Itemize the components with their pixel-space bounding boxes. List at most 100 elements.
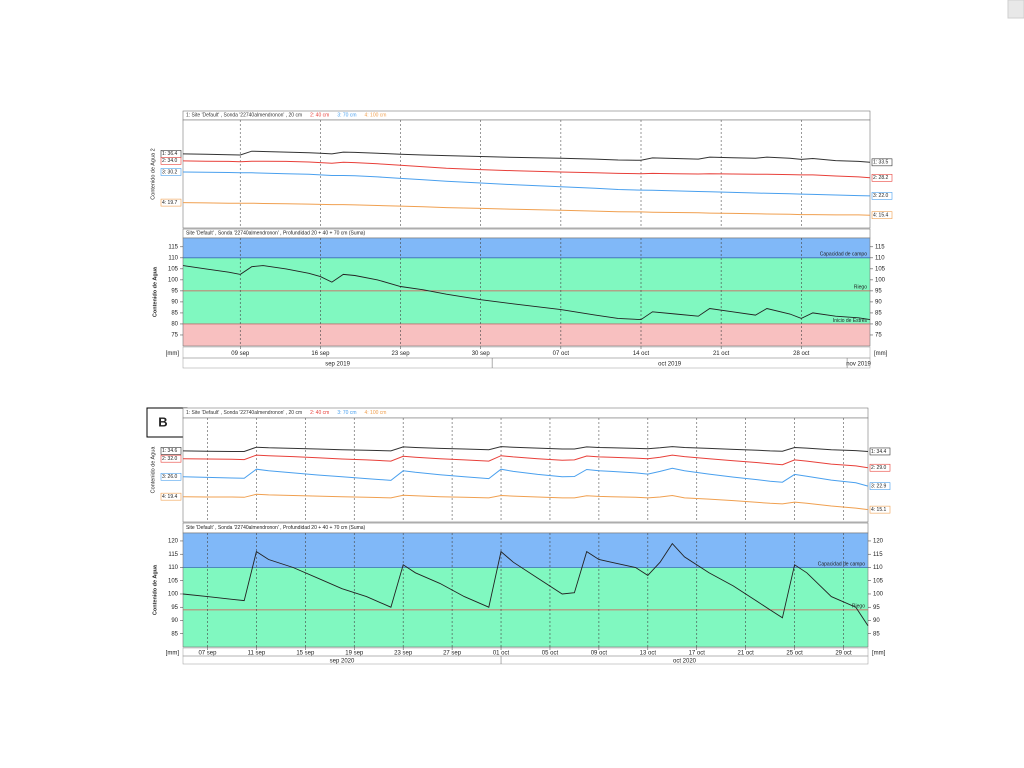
- threshold-label: Riego: [854, 285, 867, 291]
- y-tick-label: 100: [168, 592, 179, 598]
- month-label: oct 2019: [658, 362, 682, 368]
- corner-widget: [1007, 0, 1024, 19]
- y-tick-label: 85: [171, 311, 178, 317]
- unit-label: [mm]: [872, 651, 886, 657]
- legend-entry: 1: Site 'Default' , Sonda '22740almendro…: [186, 113, 302, 119]
- upper-plot: [182, 417, 869, 523]
- y-tick-label: 110: [168, 565, 178, 571]
- series-line: [182, 160, 871, 179]
- month-row: [182, 357, 871, 369]
- legend-entry: 4: 100 cm: [365, 410, 387, 416]
- start-label-box: [160, 168, 182, 176]
- legend-entry: 2: 40 cm: [310, 410, 329, 416]
- y-tick-label: 100: [873, 592, 884, 598]
- upper-legend: 1: Site 'Default' , Sonda '22740almendro…: [186, 410, 386, 416]
- x-tick-label: 29 oct: [835, 651, 852, 657]
- y-tick-label: 90: [873, 618, 880, 624]
- x-tick-label: 30 sep: [472, 351, 491, 357]
- y-tick-label: 95: [875, 288, 882, 294]
- x-tick-label: 28 oct: [793, 351, 810, 357]
- panel-label-box: [146, 407, 188, 438]
- y-tick-label: 75: [875, 333, 882, 339]
- x-tick-label: 09 sep: [231, 351, 250, 357]
- start-label-box: [160, 198, 182, 207]
- y-tick-label: 75: [171, 333, 178, 339]
- y-tick-label: 115: [873, 552, 883, 558]
- unit-label: [mm]: [874, 351, 888, 357]
- series-line: [182, 171, 871, 197]
- series-line: [182, 202, 871, 216]
- series-line: [182, 454, 869, 469]
- series-line: [182, 467, 869, 487]
- threshold-label: Capacidad de campo: [818, 561, 865, 567]
- legend-entry: 3: 70 cm: [337, 113, 356, 119]
- x-tick-label: 07 sep: [198, 651, 217, 657]
- start-label: 4: 19.4: [162, 494, 178, 500]
- legend-entry: 3: 70 cm: [337, 410, 356, 416]
- y-tick-label: 110: [168, 255, 178, 261]
- start-label: 2: 34.0: [162, 158, 178, 164]
- x-tick-label: 07 oct: [553, 351, 570, 357]
- series-line: [182, 542, 869, 627]
- band: [183, 567, 868, 647]
- x-tick-label: 27 sep: [443, 651, 462, 657]
- start-label: 1: 34.6: [162, 448, 178, 454]
- x-tick-label: 15 sep: [296, 651, 315, 657]
- end-label-box: [871, 173, 893, 182]
- x-tick-label: 13 oct: [640, 651, 657, 657]
- x-tick-label: 25 oct: [786, 651, 803, 657]
- band: [183, 238, 870, 258]
- threshold-label: Riego: [852, 604, 865, 610]
- y-tick-label: 100: [168, 277, 179, 283]
- start-label-box: [160, 447, 182, 455]
- x-tick-label: 19 sep: [345, 651, 364, 657]
- start-label: 4: 19.7: [162, 200, 178, 206]
- y-tick-label: 80: [875, 322, 882, 328]
- end-label: 2: 28.2: [873, 175, 889, 181]
- y-tick-label: 110: [873, 565, 883, 571]
- y-axis-label: Contenido de Agua: [152, 564, 158, 615]
- y-tick-label: 90: [171, 618, 178, 624]
- y-tick-label: 90: [875, 299, 882, 305]
- start-label-box: [160, 157, 182, 165]
- start-label-box: [160, 454, 182, 463]
- y-tick-label: 105: [875, 266, 886, 272]
- unit-label: [mm]: [166, 351, 180, 357]
- end-label: 2: 29.0: [871, 465, 887, 471]
- x-tick-label: 21 oct: [713, 351, 730, 357]
- band: [183, 323, 870, 346]
- legend-entry: Site 'Default' , Sonda '22740almendronon…: [186, 525, 366, 531]
- y-tick-label: 85: [875, 311, 882, 317]
- end-label: 4: 15.1: [871, 507, 887, 513]
- unit-label: [mm]: [166, 651, 180, 657]
- y-axis-label: Contenido de Agua 2: [150, 148, 156, 199]
- end-label-box: [869, 447, 891, 456]
- x-tick-label: 09 oct: [591, 651, 608, 657]
- start-label: 2: 32.0: [162, 456, 178, 462]
- series-line: [182, 150, 871, 163]
- y-tick-label: 105: [168, 578, 179, 584]
- start-label-box: [160, 472, 182, 481]
- y-tick-label: 120: [168, 539, 179, 545]
- month-label: nov 2019: [846, 362, 871, 368]
- start-label-box: [160, 492, 182, 501]
- end-label-box: [869, 505, 891, 514]
- band: [183, 533, 868, 568]
- panel-label: B: [158, 414, 167, 429]
- end-label-box: [869, 482, 891, 490]
- x-tick-label: 23 sep: [394, 651, 413, 657]
- lower-legend: Site 'Default' , Sonda '22740almendronon…: [186, 231, 366, 237]
- x-tick-label: 05 oct: [542, 651, 559, 657]
- y-tick-label: 100: [875, 277, 886, 283]
- lower-plot: [182, 237, 871, 347]
- legend-entry: 1: Site 'Default' , Sonda '22740almendro…: [186, 410, 302, 416]
- legend-entry: 4: 100 cm: [365, 113, 387, 119]
- end-label-box: [871, 158, 893, 167]
- threshold-label: Capacidad de campo: [820, 252, 867, 258]
- y-tick-label: 115: [168, 552, 178, 558]
- end-label-box: [871, 192, 893, 200]
- y-tick-label: 95: [873, 605, 880, 611]
- y-tick-label: 120: [873, 539, 884, 545]
- end-label: 4: 15.4: [873, 212, 889, 218]
